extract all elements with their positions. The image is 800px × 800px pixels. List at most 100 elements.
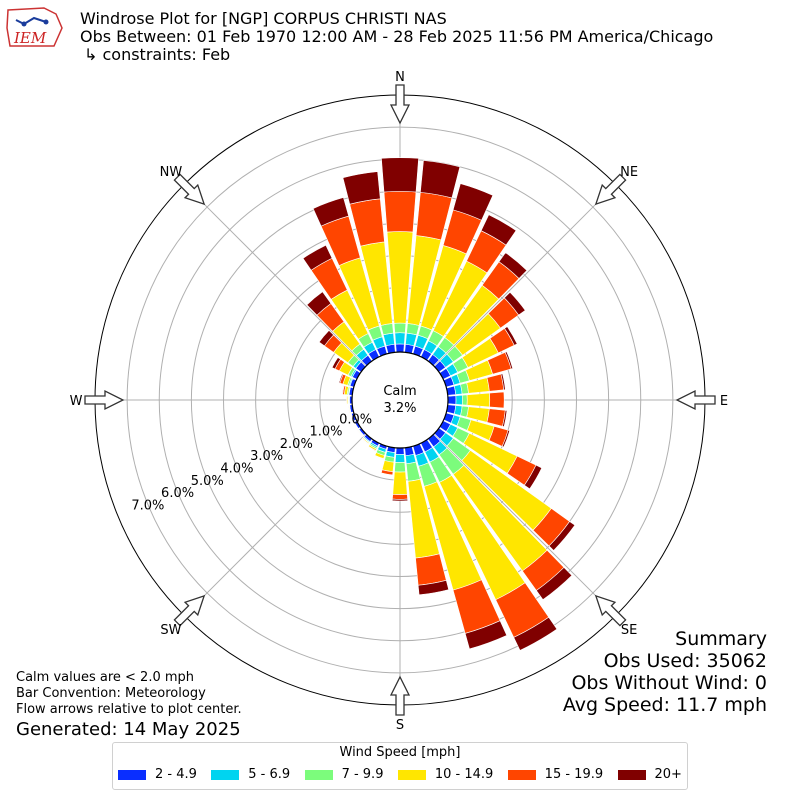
wind-bar-segment <box>338 373 344 384</box>
wind-bar-segment <box>502 409 508 428</box>
legend-item: 20+ <box>617 767 682 782</box>
flow-arrow-icon <box>389 84 411 125</box>
legend-swatch <box>304 769 333 780</box>
radial-tick-label: 6.0% <box>161 486 194 501</box>
obs-between: Obs Between: 01 Feb 1970 12:00 AM - 28 F… <box>80 27 714 46</box>
wind-bar-segment <box>392 471 408 495</box>
wind-bar-segment <box>503 291 526 316</box>
iem-logo: IEM <box>6 7 63 47</box>
legend-swatch <box>507 769 536 780</box>
flow-arrow-icon <box>389 675 411 716</box>
compass-label: S <box>396 718 404 733</box>
wind-bar-segment <box>349 413 354 422</box>
legend: Wind Speed [mph] 2 - 4.9 5 - 6.9 7 - 9.9 10… <box>112 742 688 790</box>
wind-bar-segment <box>420 160 461 199</box>
note-convention: Bar Convention: Meteorology <box>16 686 206 701</box>
wind-bar-segment <box>302 244 333 271</box>
legend-item: 2 - 4.9 <box>118 767 197 782</box>
radial-tick-label: 3.0% <box>250 449 283 464</box>
avg-speed: Avg Speed: 11.7 mph <box>562 694 767 716</box>
grid-spoke <box>433 433 617 617</box>
wind-bar-segment <box>392 493 408 500</box>
flow-arrow-icon <box>173 173 206 206</box>
legend-item: 15 - 19.9 <box>507 767 604 782</box>
wind-bar-segment <box>352 421 358 430</box>
wind-bar-segment <box>415 553 447 586</box>
wind-bar-segment <box>341 385 345 395</box>
wind-bar-segment <box>417 579 450 596</box>
grid-spoke <box>183 433 367 617</box>
wind-bar-segment <box>393 322 407 334</box>
legend-swatch <box>397 769 426 780</box>
summary-panel: Summary Obs Used: 35062 Obs Without Wind… <box>563 628 767 716</box>
calm-circle <box>351 351 449 449</box>
wind-bar-segment <box>395 447 405 455</box>
radial-tick-label: 5.0% <box>191 474 224 489</box>
legend-label: 10 - 14.9 <box>434 767 494 782</box>
radial-tick-label: 7.0% <box>131 498 164 513</box>
legend-item: 10 - 14.9 <box>397 767 494 782</box>
wind-bars <box>302 157 576 651</box>
wind-bar-segment <box>524 464 543 490</box>
wind-bar-segment <box>347 404 351 414</box>
radial-tick-label: 0.0% <box>339 412 372 427</box>
legend-swatch <box>118 769 146 780</box>
wind-bar-segment <box>331 357 341 370</box>
compass-label: E <box>720 394 728 409</box>
calm-value: 3.2% <box>383 401 416 416</box>
wind-bar-segment <box>367 445 377 452</box>
wind-bar-segment <box>466 392 491 408</box>
chart-labels: N NE E SE S SW W NW 0.0%1.0%2.0%3.0%4.0%5.0%6.0%… <box>70 70 729 733</box>
wind-bar-segment <box>486 373 505 392</box>
wind-bar-segment <box>501 429 511 448</box>
flow-arrow-icon <box>594 173 627 206</box>
wind-bar-segment <box>395 343 405 353</box>
constraints: ↳ constraints: Feb <box>84 45 231 64</box>
wind-bar-segment <box>447 395 457 405</box>
generated-date: Generated: 14 May 2025 <box>16 719 241 740</box>
wind-bar-segment <box>346 395 348 405</box>
wind-bar-segment <box>394 453 406 463</box>
wind-bar-segment <box>504 326 518 346</box>
legend-items: 2 - 4.9 5 - 6.9 7 - 9.9 10 - 14.9 15 - 19.9 2… <box>118 767 682 782</box>
legend-item: 7 - 9.9 <box>304 767 384 782</box>
wind-bar-segment <box>356 429 364 438</box>
note-arrows: Flow arrows relative to plot center. <box>16 702 242 717</box>
wind-bar-segment <box>383 191 417 233</box>
chart-header: Windrose Plot for [NGP] CORPUS CHRISTI N… <box>80 10 713 64</box>
grid-spoke <box>433 183 617 367</box>
legend-label: 7 - 9.9 <box>341 767 384 782</box>
legend-swatch <box>211 769 240 780</box>
wind-bar-segment <box>548 521 576 551</box>
legend-label: 5 - 6.9 <box>248 767 291 782</box>
wind-bar-segment <box>405 332 418 347</box>
compass-arrows <box>84 84 716 716</box>
grid-spoke <box>183 183 367 367</box>
wind-bar-segment <box>374 455 385 460</box>
compass-label: NW <box>160 165 183 180</box>
radial-tick-label: 1.0% <box>309 425 342 440</box>
obs-without-wind: Obs Without Wind: 0 <box>571 672 767 694</box>
wind-bar-segment <box>312 197 350 227</box>
compass-label: NE <box>620 165 638 180</box>
flow-arrow-icon <box>84 389 125 411</box>
wind-bar-segment <box>498 252 528 279</box>
radial-tick-label: 4.0% <box>220 462 253 477</box>
wind-bar-segment <box>455 394 463 406</box>
wind-bar-segment <box>461 394 468 406</box>
legend-label: 15 - 19.9 <box>544 767 604 782</box>
wind-bar-segment <box>306 291 332 316</box>
compass-label: SE <box>621 623 637 638</box>
notes: Calm values are < 2.0 mph Bar Convention… <box>16 670 242 718</box>
flow-arrow-icon <box>594 594 627 627</box>
compass-label: W <box>70 394 83 409</box>
flow-arrow-icon <box>173 594 206 627</box>
wind-bar-segment <box>394 332 406 345</box>
wind-bar-segment <box>489 391 505 409</box>
wind-bar-segment <box>394 461 406 473</box>
wind-bar-segment <box>464 620 508 650</box>
wind-bar-segment <box>452 183 494 221</box>
compass-label: N <box>395 70 405 85</box>
wind-bar-segment <box>500 373 506 391</box>
